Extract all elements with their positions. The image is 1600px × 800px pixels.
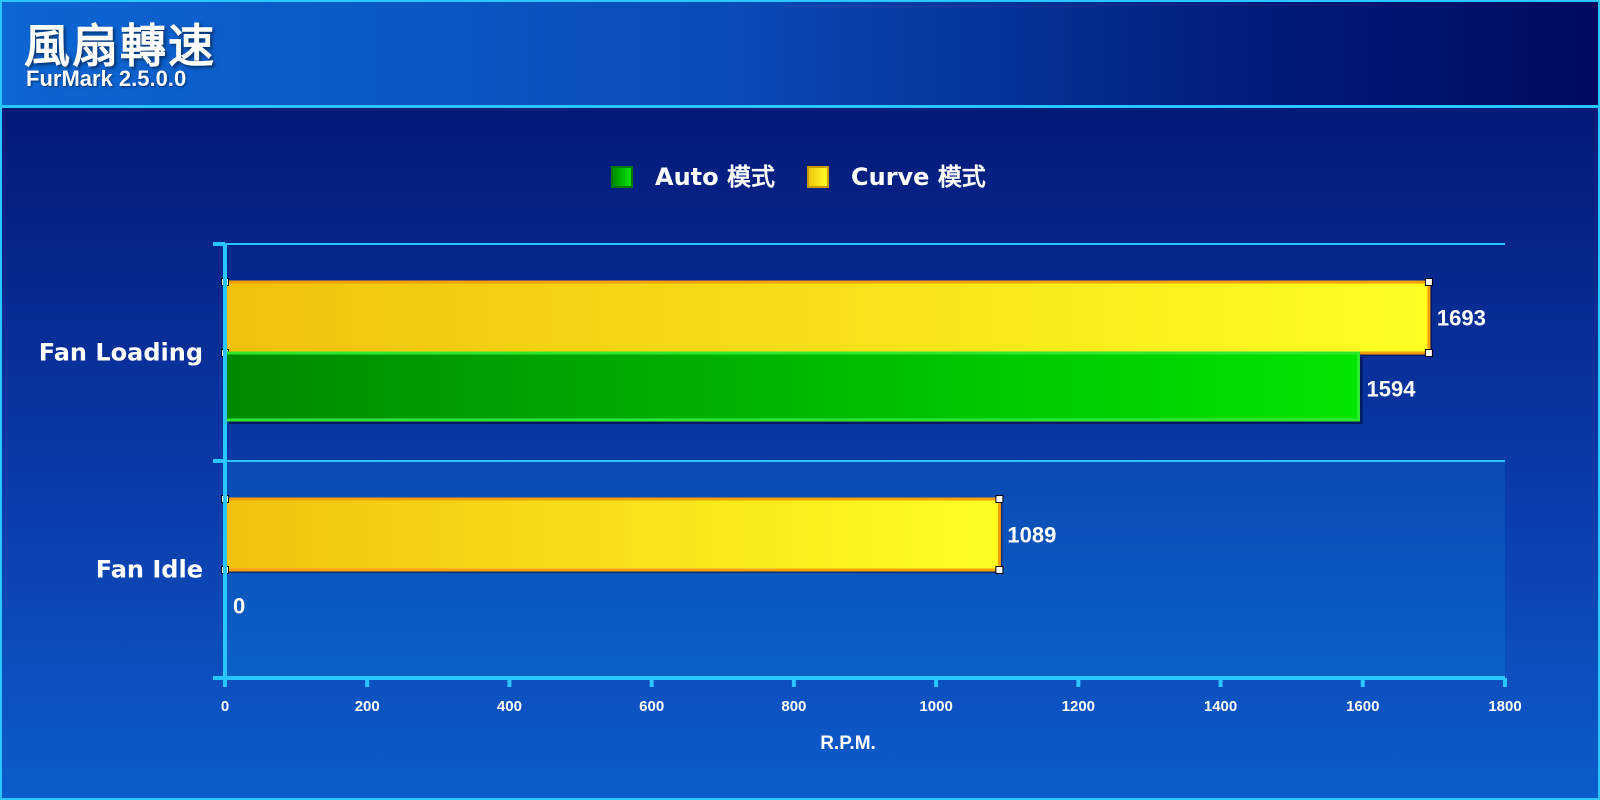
- legend-swatch-curve: [807, 166, 829, 188]
- category-label: Fan Loading: [39, 339, 203, 367]
- legend-label-curve: Curve 模式: [851, 163, 986, 191]
- selection-handle: [1424, 278, 1433, 286]
- axes: [213, 242, 1507, 687]
- selection-handle: [995, 566, 1004, 574]
- value-label-auto: 1594: [1367, 377, 1417, 402]
- value-label-curve: 1693: [1437, 306, 1486, 331]
- bar-curve-fan-loading: [223, 280, 1431, 355]
- x-tick-label: 200: [355, 698, 380, 715]
- x-tick-label: 400: [497, 698, 522, 715]
- labels: 1693 1594 Fan Loading 1089 0 Fan Idle 0 200 400 6…: [39, 306, 1522, 755]
- x-tick-label: 800: [781, 698, 806, 715]
- x-axis-title: R.P.M.: [820, 733, 876, 754]
- legend: Auto 模式 Curve 模式: [611, 163, 986, 191]
- x-tick-label: 1600: [1346, 698, 1379, 715]
- x-tick-label: 1400: [1204, 698, 1237, 715]
- grid-lines: [225, 243, 1505, 462]
- x-tick-label: 1200: [1062, 698, 1095, 715]
- bar-auto-fan-loading: [223, 351, 1361, 422]
- value-label-curve: 1089: [1007, 523, 1056, 548]
- legend-label-auto: Auto 模式: [655, 163, 775, 191]
- selection-handle: [1424, 349, 1433, 357]
- chart-subtitle: FurMark 2.5.0.0: [26, 66, 187, 91]
- x-tick-label: 0: [221, 698, 229, 715]
- x-tick-label: 600: [639, 698, 664, 715]
- header-banner: 風扇轉速 FurMark 2.5.0.0: [2, 2, 1598, 108]
- category-label: Fan Idle: [96, 556, 203, 584]
- x-tick-label: 1000: [919, 698, 952, 715]
- bar-curve-fan-idle: [223, 497, 1001, 572]
- x-tick-label: 1800: [1488, 698, 1521, 715]
- chart-title: 風扇轉速: [24, 19, 216, 73]
- selection-handle: [995, 495, 1004, 503]
- legend-swatch-auto: [611, 166, 633, 188]
- value-label-auto: 0: [233, 594, 245, 619]
